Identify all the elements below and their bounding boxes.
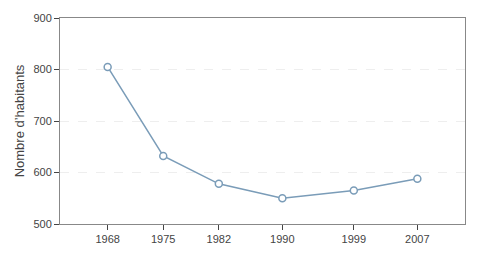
svg-text:900: 900 bbox=[33, 12, 51, 24]
svg-text:1968: 1968 bbox=[95, 233, 119, 245]
svg-text:1982: 1982 bbox=[207, 233, 231, 245]
svg-text:1975: 1975 bbox=[151, 233, 175, 245]
svg-text:Nombre d’habitants: Nombre d’habitants bbox=[12, 64, 27, 177]
svg-text:1999: 1999 bbox=[342, 233, 366, 245]
svg-text:600: 600 bbox=[33, 166, 51, 178]
svg-text:500: 500 bbox=[33, 218, 51, 230]
svg-text:2007: 2007 bbox=[405, 233, 429, 245]
svg-text:800: 800 bbox=[33, 63, 51, 75]
svg-text:1990: 1990 bbox=[270, 233, 294, 245]
svg-text:700: 700 bbox=[33, 115, 51, 127]
